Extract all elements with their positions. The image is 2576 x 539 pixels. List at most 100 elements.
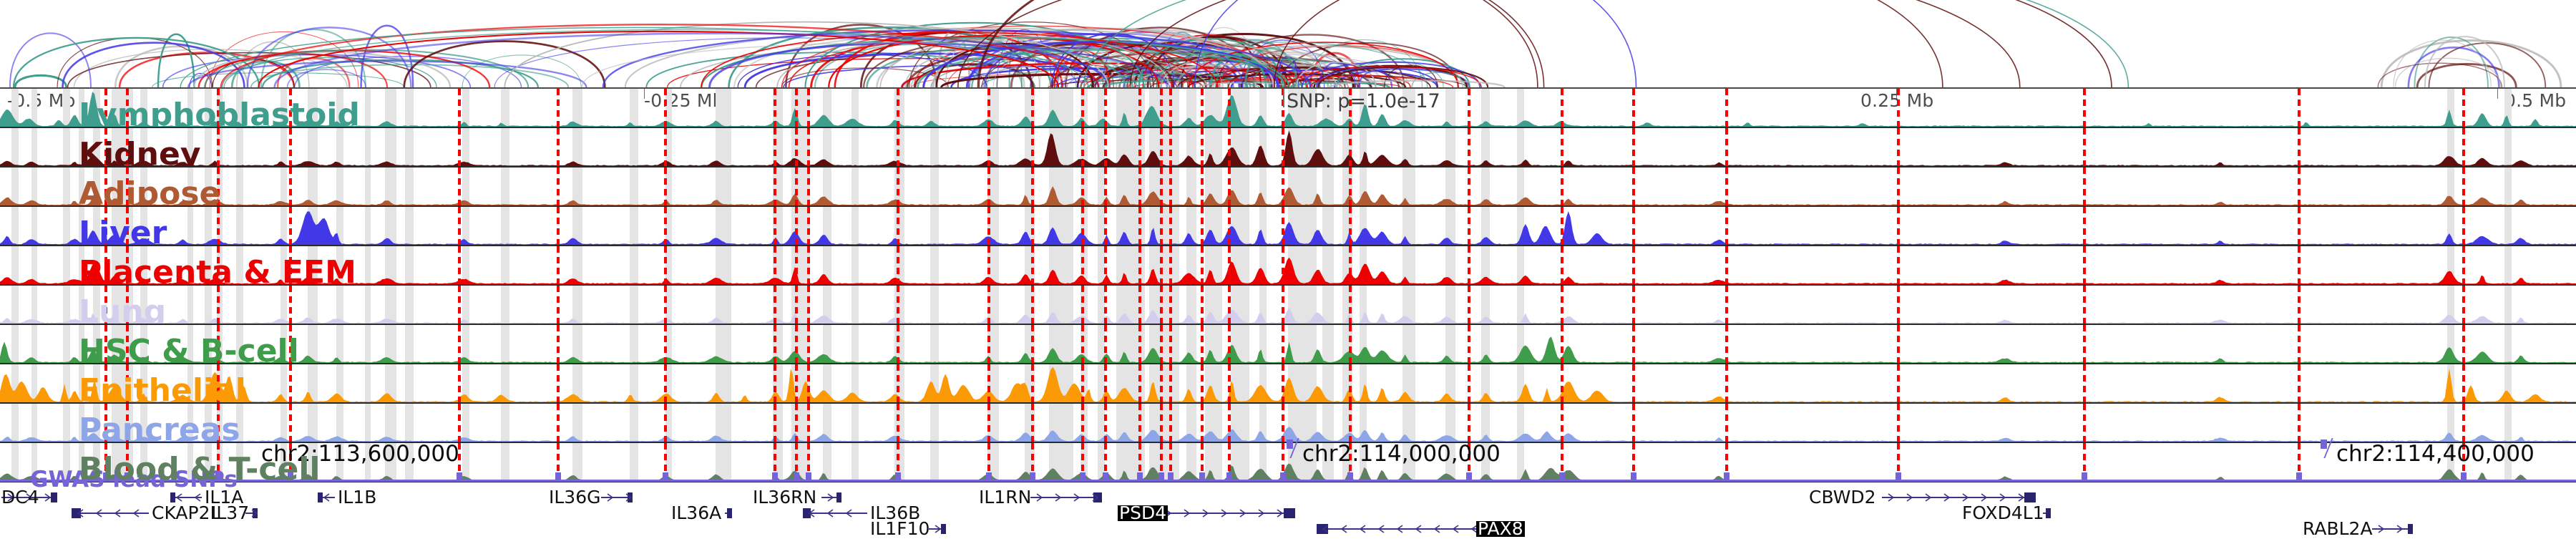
signal-track-lung[interactable]: Lung xyxy=(0,286,2576,325)
gene-ckap2l[interactable]: CKAP2L xyxy=(0,502,2576,523)
gene-label-il1b[interactable]: IL1B xyxy=(338,487,377,508)
shaded-region xyxy=(187,128,193,166)
gwas-lead-snp-marker[interactable] xyxy=(1896,472,1901,482)
gene-label-il36g[interactable]: IL36G xyxy=(549,487,601,508)
shaded-region xyxy=(462,286,469,324)
gwas-lead-snp-marker[interactable] xyxy=(1724,472,1729,482)
signal-track-kidney[interactable]: Kidney xyxy=(0,128,2576,167)
gwas-lead-snp-marker[interactable] xyxy=(288,472,293,482)
track-label-lung[interactable]: Lung xyxy=(79,293,167,325)
gene-label-il36a[interactable]: IL36A xyxy=(671,502,722,523)
shaded-region xyxy=(1098,167,1105,205)
gwas-lead-snp-marker[interactable] xyxy=(457,472,462,482)
signal-track-stack[interactable]: Lymphoblastoid Kidney Adipose Liver Placenta… xyxy=(0,89,2576,482)
gene-label-il36b[interactable]: IL36B xyxy=(870,502,921,523)
track-label-epithelial[interactable]: Epithelial xyxy=(79,372,246,404)
track-label-liver[interactable]: Liver xyxy=(79,215,167,246)
signal-track-blood-t-cell[interactable]: Blood & T-cell xyxy=(0,443,2576,482)
gwas-lead-snp-marker[interactable] xyxy=(806,472,811,482)
gwas-lead-snp-marker[interactable] xyxy=(986,472,992,482)
gene-rabl2a[interactable]: RABL2A xyxy=(0,518,2576,539)
gene-label-psd4[interactable]: PSD4 xyxy=(1118,502,1169,523)
gwas-lead-snp-marker[interactable] xyxy=(1199,472,1205,482)
gene-label-pax8[interactable]: PAX8 xyxy=(1476,518,1525,539)
gene-annotation-track[interactable]: DC4 CKAP2L IL1A IL37 IL1B IL36G IL36A IL36RN IL3… xyxy=(0,487,2576,539)
gene-foxd4l1[interactable]: FOXD4L1 xyxy=(0,502,2576,523)
signal-track-adipose[interactable]: Adipose xyxy=(0,167,2576,207)
shaded-region xyxy=(1481,443,1490,481)
gene-il36b[interactable]: IL36B xyxy=(0,502,2576,523)
gene-label-il37[interactable]: IL37 xyxy=(211,502,250,523)
chromatin-interaction-arc-panel[interactable] xyxy=(0,0,2576,87)
gene-il36rn[interactable]: IL36RN xyxy=(0,487,2576,508)
gwas-lead-snp-marker[interactable] xyxy=(555,472,561,482)
gene-dc4[interactable]: DC4 xyxy=(0,487,2576,508)
gene-psd4[interactable]: PSD4 xyxy=(0,502,2576,523)
gwas-lead-snp-marker[interactable] xyxy=(794,472,799,482)
gwas-lead-snp-marker[interactable] xyxy=(1559,472,1565,482)
gwas-lead-snp-marker[interactable] xyxy=(1631,472,1636,482)
gene-label-il1f10[interactable]: IL1F10 xyxy=(870,518,930,539)
gene-cbwd2[interactable]: CBWD2 xyxy=(0,487,2576,508)
gwas-lead-snp-marker[interactable] xyxy=(2082,472,2087,482)
gwas-lead-snp-marker[interactable] xyxy=(1466,472,1472,482)
gene-il1a[interactable]: IL1A xyxy=(0,487,2576,508)
gene-il1b[interactable]: IL1B xyxy=(0,487,2576,508)
gwas-lead-snp-marker[interactable] xyxy=(1168,472,1174,482)
track-label-lymphoblastoid[interactable]: Lymphoblastoid xyxy=(79,97,360,128)
gwas-lead-snp-marker[interactable] xyxy=(1280,472,1286,482)
gwas-lead-snp-marker[interactable] xyxy=(1137,472,1143,482)
track-label-adipose[interactable]: Adipose xyxy=(79,175,221,207)
gene-label-rabl2a[interactable]: RABL2A xyxy=(2303,518,2373,539)
signal-track-liver[interactable]: Liver xyxy=(0,207,2576,246)
gene-il36a[interactable]: IL36A xyxy=(0,502,2576,523)
shaded-region-layer xyxy=(0,364,2576,402)
gwas-snp-line xyxy=(217,128,220,166)
gene-label-foxd4l1[interactable]: FOXD4L1 xyxy=(1962,502,2044,523)
gwas-lead-snp-marker[interactable] xyxy=(2296,472,2302,482)
gwas-lead-snp-marker[interactable] xyxy=(1226,472,1232,482)
gwas-lead-snp-marker[interactable] xyxy=(1347,472,1353,482)
gwas-snp-line xyxy=(1081,443,1084,481)
gene-label-il1a[interactable]: IL1A xyxy=(205,487,244,508)
gwas-lead-snp-marker[interactable] xyxy=(1030,472,1035,482)
gene-il1f10[interactable]: IL1F10 xyxy=(0,518,2576,539)
gwas-lead-snp-marker[interactable] xyxy=(215,472,221,482)
gwas-lead-snps-track[interactable]: GWAS lead SNPs chr2:113,600,000 chr2:114,… xyxy=(0,438,2576,492)
gwas-snp-line xyxy=(987,167,990,205)
gene-label-dc4[interactable]: DC4 xyxy=(1,487,39,508)
gene-label-cbwd2[interactable]: CBWD2 xyxy=(1809,487,1876,508)
gwas-lead-snp-marker[interactable] xyxy=(1080,472,1085,482)
track-label-blood-t-cell[interactable]: Blood & T-cell xyxy=(79,451,321,482)
gwas-lead-snp-marker[interactable] xyxy=(2461,472,2467,482)
gene-label-il1rn[interactable]: IL1RN xyxy=(979,487,1032,508)
gwas-lead-snp-marker[interactable] xyxy=(663,472,668,482)
signal-track-lymphoblastoid[interactable]: Lymphoblastoid xyxy=(0,89,2576,128)
gene-il1rn[interactable]: IL1RN xyxy=(0,487,2576,508)
gwas-lead-snp-marker[interactable] xyxy=(895,472,901,482)
track-label-pancreas[interactable]: Pancreas xyxy=(79,412,240,443)
signal-track-pancreas[interactable]: Pancreas xyxy=(0,404,2576,443)
gene-label-il36rn[interactable]: IL36RN xyxy=(753,487,817,508)
gene-il37[interactable]: IL37 xyxy=(0,502,2576,523)
track-label-placenta-eem[interactable]: Placenta & EEM xyxy=(79,254,356,286)
signal-track-epithelial[interactable]: Epithelial xyxy=(0,364,2576,404)
gwas-lead-snp-marker[interactable] xyxy=(1158,472,1164,482)
gwas-lead-snp-marker[interactable] xyxy=(772,472,778,482)
gene-label-ckap2l[interactable]: CKAP2L xyxy=(152,502,220,523)
gwas-snp-line xyxy=(1228,404,1231,442)
shaded-region xyxy=(501,167,509,205)
track-label-hsc-b-cell[interactable]: HSC & B-cell xyxy=(79,333,299,364)
signal-track-placenta-eem[interactable]: Placenta & EEM xyxy=(0,246,2576,286)
gwas-snp-line xyxy=(217,207,220,245)
signal-track-hsc-b-cell[interactable]: HSC & B-cell xyxy=(0,325,2576,364)
shaded-region xyxy=(2447,404,2454,442)
gwas-lead-snp-marker[interactable] xyxy=(1103,472,1108,482)
shaded-region xyxy=(405,167,414,205)
track-label-kidney[interactable]: Kidney xyxy=(79,136,201,167)
gene-il36g[interactable]: IL36G xyxy=(0,487,2576,508)
shaded-region xyxy=(501,325,509,363)
gwas-lead-snp-marker[interactable] xyxy=(125,472,130,482)
gwas-lead-snp-marker[interactable] xyxy=(103,472,109,482)
gene-pax8[interactable]: PAX8 xyxy=(0,518,2576,539)
